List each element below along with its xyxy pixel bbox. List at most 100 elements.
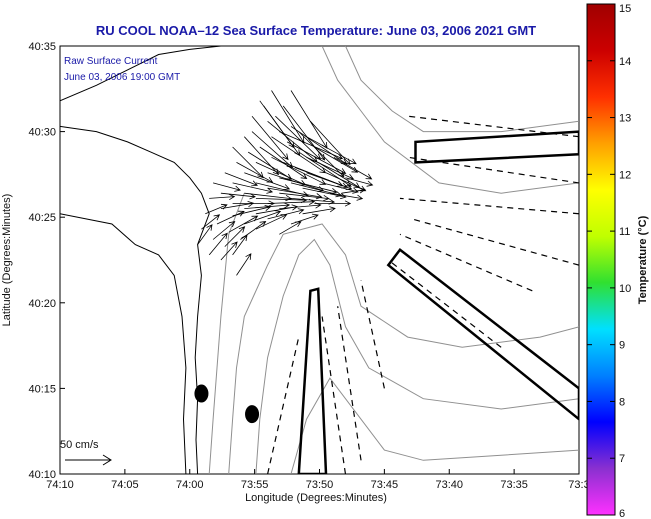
vector-arrow bbox=[314, 200, 352, 207]
vector-arrow bbox=[279, 192, 330, 202]
vector-arrow bbox=[267, 198, 316, 205]
contour-line bbox=[290, 377, 579, 474]
x-tick-label: 73:40 bbox=[435, 479, 463, 491]
box-outline bbox=[386, 247, 579, 421]
y-tick-label: 40:25 bbox=[28, 212, 56, 224]
colorbar-tick-label: 8 bbox=[619, 396, 625, 408]
colorbar-label: Temperature (°C) bbox=[637, 215, 649, 304]
vector-arrow bbox=[345, 177, 374, 187]
vector-arrow bbox=[216, 210, 245, 225]
vector-arrow bbox=[271, 156, 327, 185]
scale-arrow: 50 cm/s bbox=[60, 439, 112, 466]
bathymetry-contours bbox=[208, 46, 579, 474]
dashed-line bbox=[337, 306, 362, 461]
station-dot bbox=[245, 405, 260, 424]
vector-arrow bbox=[205, 203, 228, 215]
colorbar-tick-label: 13 bbox=[619, 113, 631, 125]
vector-arrow bbox=[282, 105, 326, 161]
y-axis-ticks: 40:10 40:15 40:20 40:25 40:30 40:35 bbox=[28, 41, 65, 481]
contour-line bbox=[345, 46, 579, 133]
vector-arrow bbox=[232, 146, 264, 179]
x-tick-label: 74:00 bbox=[176, 479, 204, 491]
dashed-line bbox=[399, 197, 579, 215]
vector-arrow bbox=[208, 232, 228, 256]
vector-arrow bbox=[220, 241, 238, 261]
vector-arrow bbox=[244, 192, 292, 202]
y-tick-label: 40:35 bbox=[28, 41, 56, 53]
vector-arrow bbox=[232, 234, 248, 256]
dashed-line bbox=[360, 280, 385, 389]
dashed-line bbox=[267, 336, 300, 474]
contour-line bbox=[208, 193, 245, 474]
colorbar-tick-label: 12 bbox=[619, 169, 631, 181]
vector-arrow bbox=[244, 136, 280, 176]
colorbar-tick-label: 7 bbox=[619, 453, 625, 465]
colorbar: 6 7 8 9 10 11 12 13 14 15 Temperature (°C) bbox=[586, 3, 649, 519]
vector-arrow bbox=[251, 115, 289, 161]
vector-arrow bbox=[232, 182, 274, 194]
colorbar-ticks: 6 7 8 9 10 11 12 13 14 15 bbox=[587, 3, 631, 519]
vector-arrow bbox=[209, 193, 236, 201]
vector-arrow bbox=[236, 162, 274, 183]
dashed-lines bbox=[267, 115, 579, 474]
vector-arrow bbox=[244, 210, 282, 225]
vector-arrow bbox=[224, 226, 246, 247]
x-tick-label: 74:05 bbox=[111, 479, 139, 491]
contour-line bbox=[255, 238, 579, 474]
vector-arrow bbox=[255, 214, 288, 230]
x-tick-label: 73:45 bbox=[371, 479, 399, 491]
vector-arrow bbox=[271, 90, 305, 144]
colorbar-tick-label: 15 bbox=[619, 3, 631, 15]
vector-arrow bbox=[255, 204, 299, 215]
shore-path bbox=[60, 213, 187, 474]
x-tick-label: 73:50 bbox=[306, 479, 334, 491]
dashed-line bbox=[411, 218, 579, 266]
vector-arrow bbox=[322, 182, 359, 194]
x-axis-ticks: 74:10 74:05 74:00 73:55 73:50 73:45 73:40 73:35… bbox=[46, 469, 590, 491]
colorbar-tick-label: 11 bbox=[619, 226, 630, 238]
vector-arrow bbox=[232, 205, 272, 217]
plot-background bbox=[59, 45, 580, 475]
vector-arrow bbox=[279, 221, 302, 235]
outlined-boxes bbox=[297, 130, 579, 474]
vector-arrow bbox=[302, 187, 347, 200]
vector-arrow bbox=[220, 201, 255, 209]
y-axis-label: Latitude (Degrees:Minutes) bbox=[1, 194, 13, 327]
contour-line bbox=[321, 46, 579, 194]
box-outline bbox=[297, 287, 328, 474]
vector-arrow bbox=[244, 202, 291, 209]
x-tick-label: 73:55 bbox=[241, 479, 269, 491]
y-tick-label: 40:30 bbox=[28, 127, 56, 139]
current-vectors bbox=[197, 90, 374, 276]
box-outline bbox=[414, 130, 579, 164]
vector-arrow bbox=[201, 214, 221, 230]
vector-arrow bbox=[302, 206, 336, 215]
vector-arrow bbox=[197, 224, 213, 245]
vector-arrow bbox=[314, 146, 359, 173]
colorbar-tick-label: 10 bbox=[619, 283, 631, 295]
vector-arrow bbox=[224, 172, 259, 187]
dashed-line bbox=[321, 316, 347, 474]
vector-arrow bbox=[341, 187, 366, 194]
annotation-line-1: Raw Surface Current bbox=[64, 56, 158, 67]
coastline bbox=[60, 46, 221, 474]
vector-arrow bbox=[259, 100, 295, 149]
station-dots bbox=[194, 384, 260, 424]
vector-arrow bbox=[267, 187, 323, 200]
colorbar-tick-label: 14 bbox=[619, 56, 631, 68]
y-tick-label: 40:15 bbox=[28, 383, 56, 395]
coastline-path bbox=[60, 125, 210, 474]
vector-arrow bbox=[275, 115, 322, 161]
vector-arrow bbox=[290, 90, 328, 149]
dashed-line bbox=[399, 233, 533, 292]
vector-arrow bbox=[212, 182, 241, 192]
colorbar-tick-label: 9 bbox=[619, 340, 625, 352]
vector-arrow bbox=[290, 213, 319, 225]
contour-line bbox=[228, 223, 579, 474]
bay-path bbox=[60, 46, 221, 102]
x-tick-label: 74:10 bbox=[46, 479, 74, 491]
dashed-line bbox=[407, 115, 579, 138]
vector-arrow bbox=[220, 192, 256, 200]
x-axis-label: Longitude (Degrees:Minutes) bbox=[245, 492, 387, 504]
